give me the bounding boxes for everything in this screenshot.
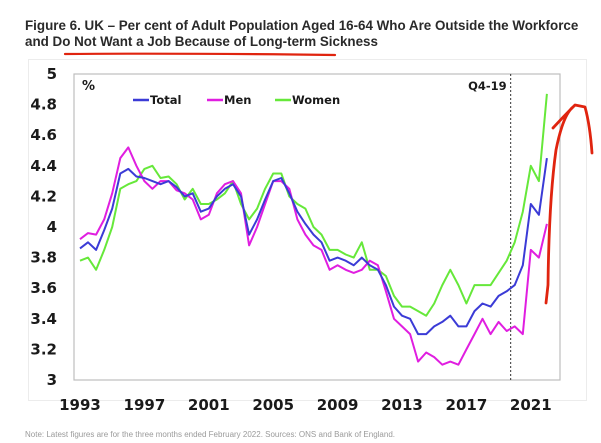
y-tick-label: 3 <box>47 371 57 389</box>
series-line-women <box>79 93 548 317</box>
y-tick-label: 3.4 <box>30 310 57 328</box>
x-tick-label: 2005 <box>252 396 294 414</box>
legend: Total Men Women <box>133 93 340 107</box>
y-axis: 3 3.2 3.4 3.6 3.8 4 4.2 4.4 4.6 4.8 5 <box>30 65 57 389</box>
y-tick-label: 3.8 <box>30 249 57 267</box>
y-tick-label: 4.6 <box>30 126 57 144</box>
plot-frame <box>73 73 561 381</box>
legend-item-women: Women <box>275 93 340 107</box>
y-tick-label: 4.8 <box>30 96 57 114</box>
series-line-total <box>79 157 548 336</box>
y-tick-label: 5 <box>47 65 57 83</box>
x-tick-label: 1997 <box>124 396 166 414</box>
x-tick-label: 2009 <box>317 396 359 414</box>
y-tick-label: 4.4 <box>30 157 57 175</box>
y-tick-label: 4 <box>47 218 57 236</box>
figure-title-line-2: and Do Not Want a Job Because of Long-te… <box>25 34 378 49</box>
legend-label-women: Women <box>292 93 340 107</box>
y-tick-label: 3.6 <box>30 279 57 297</box>
legend-label-total: Total <box>150 93 181 107</box>
x-tick-label: 2017 <box>446 396 488 414</box>
legend-item-men: Men <box>207 93 251 107</box>
source-note: Note: Latest figures are for the three m… <box>25 430 395 439</box>
x-tick-label: 2001 <box>188 396 230 414</box>
hand-drawn-arrow-annotation <box>544 103 594 305</box>
x-tick-label: 1993 <box>59 396 101 414</box>
legend-item-total: Total <box>133 93 181 107</box>
legend-label-men: Men <box>224 93 251 107</box>
y-tick-label: 3.2 <box>30 340 57 358</box>
x-tick-label: 2013 <box>381 396 423 414</box>
series-lines <box>79 93 548 366</box>
x-tick-label: 2021 <box>510 396 552 414</box>
x-axis: 1993 1997 2001 2005 2009 2013 2017 2021 <box>59 396 552 414</box>
figure-title: Figure 6. UK – Per cent of Adult Populat… <box>25 18 595 50</box>
figure-title-line-1: Figure 6. UK – Per cent of Adult Populat… <box>25 18 579 33</box>
title-underline-annotation <box>63 52 337 57</box>
y-tick-label: 4.2 <box>30 187 57 205</box>
chart-card <box>28 59 587 401</box>
y-unit-label: % <box>82 79 95 94</box>
q4-19-label: Q4-19 <box>468 79 507 93</box>
